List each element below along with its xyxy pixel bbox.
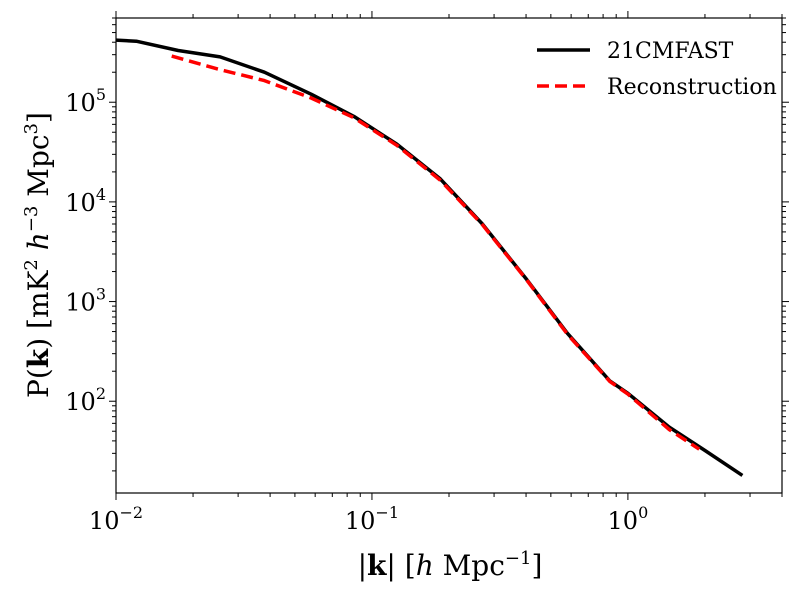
x-tick-label: 10−2 [89, 503, 143, 535]
y-axis-label: P(k) [mK2 h−3 Mpc3] [21, 112, 55, 398]
x-tick-label: 10−1 [345, 503, 399, 535]
legend-label-reconstruction: Reconstruction [607, 75, 777, 100]
legend-label-21cmfast: 21CMFAST [607, 39, 734, 64]
axis-ticks [109, 11, 789, 500]
x-axis-label: |k| [h Mpc−1] [358, 548, 543, 582]
y-tick-label: 102 [65, 384, 106, 416]
series-line-reconstruction [171, 54, 701, 451]
y-tick-label: 103 [65, 285, 106, 317]
legend: 21CMFAST Reconstruction [537, 39, 777, 100]
tick-labels: 10−2 10−1 100 102 103 104 105 [65, 85, 648, 535]
series-line-21cmfast [115, 38, 744, 477]
y-tick-label: 104 [65, 185, 106, 217]
y-tick-label: 105 [65, 85, 106, 117]
x-tick-label: 100 [608, 503, 649, 535]
series-group [115, 38, 744, 477]
